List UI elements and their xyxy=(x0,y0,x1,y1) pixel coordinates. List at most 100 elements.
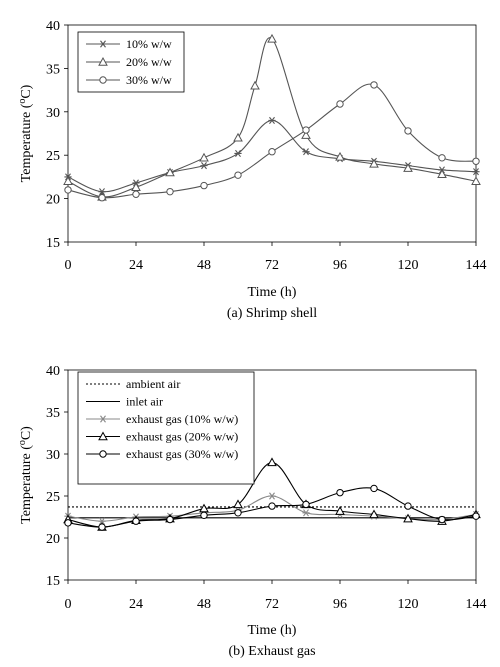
y-tick-label: 40 xyxy=(46,364,60,379)
data-point xyxy=(369,158,379,168)
data-point xyxy=(268,116,276,125)
legend-marker xyxy=(98,56,108,66)
data-point xyxy=(234,171,242,179)
data-point xyxy=(472,512,480,520)
data-point xyxy=(302,126,310,134)
data-point xyxy=(165,167,175,177)
data-point xyxy=(63,176,73,185)
legend-label: inlet air xyxy=(126,395,163,409)
y-axis-label: Temperature (oC) xyxy=(17,84,34,182)
chart-panel-2: 15 20 25 30 35 40 0 24 48 72 96 120 144 Time (h) Tempe… xyxy=(17,364,487,659)
data-point xyxy=(472,157,480,165)
x-tick-label: 72 xyxy=(265,597,279,612)
data-point xyxy=(98,188,106,196)
x-tick-label: 24 xyxy=(129,258,143,273)
data-point xyxy=(335,151,345,161)
legend: 10% w/w 20% w/w 30% w/w xyxy=(77,31,185,93)
legend-marker xyxy=(98,431,108,441)
chart-caption: (b) Exhaust gas xyxy=(228,644,315,659)
y-tick-label: 20 xyxy=(46,193,60,208)
y-tick-label: 20 xyxy=(46,532,60,547)
legend-box xyxy=(77,371,255,485)
data-point xyxy=(403,163,413,172)
data-point xyxy=(268,492,276,500)
data-point xyxy=(131,182,141,192)
y-tick-label: 30 xyxy=(46,448,60,463)
data-point xyxy=(98,523,106,531)
legend-label: ambient air xyxy=(126,377,180,391)
data-point xyxy=(404,502,412,510)
data-point xyxy=(200,181,208,190)
data-point xyxy=(234,149,242,158)
x-tick-label: 48 xyxy=(197,597,211,612)
data-point xyxy=(267,33,277,43)
legend-label: 30% w/w xyxy=(126,73,172,87)
legend-marker xyxy=(99,450,107,458)
y-tick-label: 35 xyxy=(46,62,60,77)
x-tick-label: 48 xyxy=(197,258,211,273)
legend-marker xyxy=(99,76,107,84)
y-tick-label: 35 xyxy=(46,406,60,421)
data-point xyxy=(336,488,344,497)
series-1 xyxy=(64,116,480,196)
y-tick-label: 15 xyxy=(46,574,60,589)
x-tick-label: 0 xyxy=(65,258,72,273)
data-point xyxy=(200,162,208,170)
x-tick-label: 144 xyxy=(466,258,487,273)
data-point xyxy=(301,130,311,139)
x-tick-label: 0 xyxy=(65,597,72,612)
data-point xyxy=(302,500,310,509)
y-tick-label: 15 xyxy=(46,236,60,251)
y-axis-label: Temperature (oC) xyxy=(17,426,34,524)
legend-marker xyxy=(99,40,107,48)
data-point xyxy=(132,517,140,525)
x-tick-label: 72 xyxy=(265,258,279,273)
data-point xyxy=(403,513,413,523)
series-line xyxy=(67,119,477,193)
data-point xyxy=(336,100,344,108)
x-tick-label: 144 xyxy=(466,597,487,612)
y-tick-label: 40 xyxy=(46,19,60,34)
series-3 xyxy=(64,81,480,202)
data-point xyxy=(268,148,276,156)
data-point xyxy=(234,509,242,517)
series-line xyxy=(67,83,477,199)
data-point xyxy=(64,186,72,194)
legend-label: exhaust gas (30% w/w) xyxy=(126,447,238,461)
data-point xyxy=(98,194,106,202)
x-tick-label: 96 xyxy=(333,597,347,612)
x-tick-label: 120 xyxy=(398,597,419,612)
chart-panel-1: 15 20 25 30 35 40 0 24 48 72 96 120 144 Time (h) Tempe… xyxy=(17,19,487,321)
data-point xyxy=(370,484,378,493)
data-point xyxy=(471,176,481,185)
data-point xyxy=(64,519,72,527)
x-tick-label: 120 xyxy=(398,258,419,273)
data-point xyxy=(472,168,480,176)
data-point xyxy=(438,515,446,524)
legend-label: 20% w/w xyxy=(126,55,172,69)
chart-caption: (a) Shrimp shell xyxy=(227,306,317,321)
data-point xyxy=(166,187,174,196)
data-point xyxy=(199,152,209,162)
x-tick-label: 24 xyxy=(129,597,143,612)
data-point xyxy=(438,154,446,162)
data-point xyxy=(302,148,310,156)
data-point xyxy=(132,190,140,198)
data-point xyxy=(404,127,412,135)
data-point xyxy=(200,511,208,520)
data-point xyxy=(302,509,310,517)
data-point xyxy=(369,509,379,519)
data-point xyxy=(233,132,243,142)
legend-label: exhaust gas (20% w/w) xyxy=(126,430,238,444)
legend-label: exhaust gas (10% w/w) xyxy=(126,412,238,426)
data-point xyxy=(233,499,243,509)
data-point xyxy=(268,502,276,510)
legend: ambient air inlet air exhaust gas (10% w/w… xyxy=(77,371,255,485)
data-point xyxy=(98,517,106,525)
data-point xyxy=(335,506,345,515)
legend-label: 10% w/w xyxy=(126,37,172,51)
x-axis-label: Time (h) xyxy=(248,623,297,638)
data-point xyxy=(166,515,174,524)
data-point xyxy=(370,81,378,89)
